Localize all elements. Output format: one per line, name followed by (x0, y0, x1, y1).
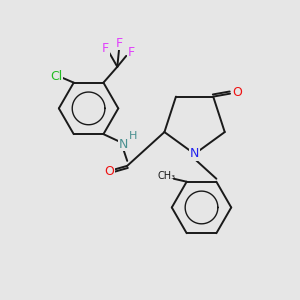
Text: N: N (190, 148, 199, 160)
Text: F: F (128, 46, 135, 59)
Text: F: F (116, 37, 123, 50)
Text: F: F (102, 43, 109, 56)
Text: H: H (129, 131, 137, 141)
Text: Cl: Cl (50, 70, 62, 83)
Text: O: O (232, 86, 242, 99)
Text: CH₃: CH₃ (158, 171, 176, 181)
Text: O: O (104, 165, 114, 178)
Text: N: N (118, 137, 128, 151)
